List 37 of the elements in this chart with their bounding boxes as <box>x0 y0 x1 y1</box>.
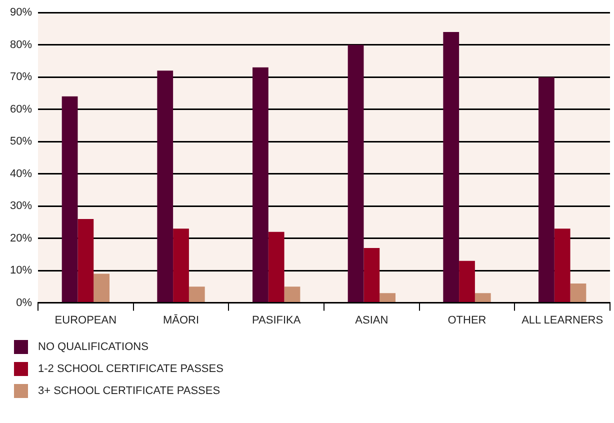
bar <box>380 293 396 302</box>
bar <box>173 228 189 302</box>
x-tick-label: ALL LEARNERS <box>522 314 604 326</box>
bar <box>284 286 300 302</box>
x-tick-label: EUROPEAN <box>54 314 117 326</box>
bar <box>157 70 174 302</box>
legend-label: 3+ SCHOOL CERTIFICATE PASSES <box>38 385 220 397</box>
y-tick-label: 60% <box>10 103 32 116</box>
y-tick-label: 0% <box>16 296 32 309</box>
bar <box>62 96 78 302</box>
bar <box>348 44 364 302</box>
bar <box>268 232 284 302</box>
legend-label: 1-2 SCHOOL CERTIFICATE PASSES <box>38 363 224 375</box>
bar <box>78 218 94 302</box>
y-tick-label: 50% <box>10 136 32 148</box>
bar <box>252 67 268 302</box>
x-tick-label: ASIAN <box>355 314 388 326</box>
x-tick-label: MĀORI <box>162 313 200 326</box>
bar <box>94 274 110 302</box>
bar <box>459 260 475 302</box>
y-tick-label: 90% <box>10 6 32 19</box>
bar <box>474 293 491 302</box>
bar <box>554 228 570 302</box>
bar <box>538 77 554 302</box>
x-tick-label: OTHER <box>448 314 486 326</box>
y-tick-label: 80% <box>10 38 32 51</box>
x-tick-label: PASIFIKA <box>252 314 302 326</box>
bar <box>188 286 205 302</box>
bar <box>570 283 586 302</box>
y-tick-label: 20% <box>10 232 32 244</box>
legend-label: NO QUALIFICATIONS <box>38 341 148 353</box>
y-tick-label: 40% <box>10 168 32 180</box>
bar <box>443 32 460 302</box>
y-tick-label: 70% <box>10 71 32 84</box>
bar <box>364 248 380 302</box>
y-tick-label: 10% <box>10 264 32 277</box>
y-tick-label: 30% <box>10 200 32 212</box>
